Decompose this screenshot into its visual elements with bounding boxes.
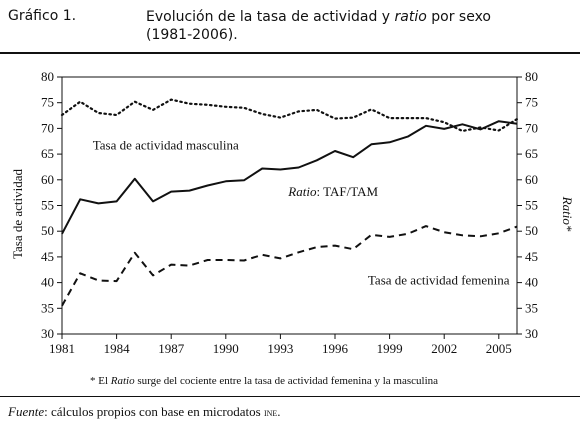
series-line-dotted [60,98,519,133]
title-part2: por sexo [426,9,491,25]
source-end: . [277,404,281,419]
y-axis-left-label: Tasa de actividad [10,168,25,259]
x-tick-label: 2005 [486,341,512,356]
y-left-tick-label: 40 [41,275,54,290]
series-line-dashed [61,225,518,307]
footnote-post: surge del cociente entre la tasa de acti… [135,375,439,387]
series-annotation: Tasa de actividad masculina [93,137,239,152]
y-left-tick-label: 75 [41,95,54,110]
y-left-tick-label: 50 [41,223,54,238]
footnote-pre: * El [90,375,111,387]
y-left-tick-label: 60 [41,172,54,187]
y-left-tick-label: 30 [41,326,54,341]
x-tick-label: 1984 [104,341,131,356]
series-annotation: Tasa de actividad femenina [368,273,510,288]
y-left-tick-label: 45 [41,249,54,264]
y-right-tick-label: 40 [525,275,538,290]
source-note: Fuente: cálculos propios con base en mic… [8,404,281,420]
title-italic: ratio [394,9,427,25]
annotations-layer: Tasa de actividad masculina Ratio: TAF/TA… [93,137,510,287]
y-left-tick-label: 65 [41,146,54,161]
y-axis-right-label: Ratio* [560,196,575,232]
y-right-tick-label: 50 [525,223,538,238]
y-axis-left: 30 35 40 45 50 55 60 65 70 75 80 [41,69,62,341]
annotation-text: : TAF/TAM [316,184,378,199]
x-tick-label: 2002 [431,341,457,356]
y-left-tick-label: 55 [41,198,54,213]
figure-label: Gráfico 1. [8,8,77,24]
annotation-italic: Ratio [287,184,317,199]
chart-footnote: * El Ratio surge del cociente entre la t… [90,375,438,387]
chart-container: 1981 1984 1987 1990 1993 1996 1999 2002 2005 30 3… [0,54,580,396]
title-line2: (1981-2006). [146,27,238,43]
x-tick-label: 1996 [322,341,349,356]
bottom-rule [0,396,580,397]
top-rule [0,52,580,54]
y-right-tick-label: 30 [525,326,538,341]
y-right-tick-label: 80 [525,69,538,84]
source-label: Fuente [8,404,45,419]
source-org: ine [263,405,278,419]
x-tick-label: 1990 [213,341,239,356]
line-chart: 1981 1984 1987 1990 1993 1996 1999 2002 2005 303… [10,69,575,387]
y-right-tick-label: 45 [525,249,538,264]
x-axis: 1981 1984 1987 1990 1993 1996 1999 2002 2005 [49,334,512,356]
figure-title: Evolución de la tasa de actividad y rati… [146,8,566,44]
y-right-tick-label: 65 [525,146,538,161]
y-left-tick-label: 80 [41,69,54,84]
series-layer [60,98,519,307]
y-right-tick-label: 70 [525,120,538,135]
footnote-italic: Ratio [110,375,135,387]
y-right-tick-label: 60 [525,172,538,187]
source-text: : cálculos propios con base en microdato… [44,404,264,419]
x-tick-label: 1993 [267,341,293,356]
y-right-tick-label: 75 [525,95,538,110]
series-line-solid [61,120,518,235]
y-left-tick-label: 35 [41,300,54,315]
x-tick-label: 1987 [158,341,185,356]
x-tick-label: 1999 [377,341,403,356]
title-part1: Evolución de la tasa de actividad y [146,9,395,25]
y-axis-right: 30 35 40 45 50 55 60 65 70 75 80 [517,69,538,341]
y-right-tick-label: 35 [525,300,538,315]
x-tick-label: 1981 [49,341,75,356]
y-left-tick-label: 70 [41,120,54,135]
series-annotation: Ratio: TAF/TAM [287,184,378,199]
y-right-tick-label: 55 [525,198,538,213]
